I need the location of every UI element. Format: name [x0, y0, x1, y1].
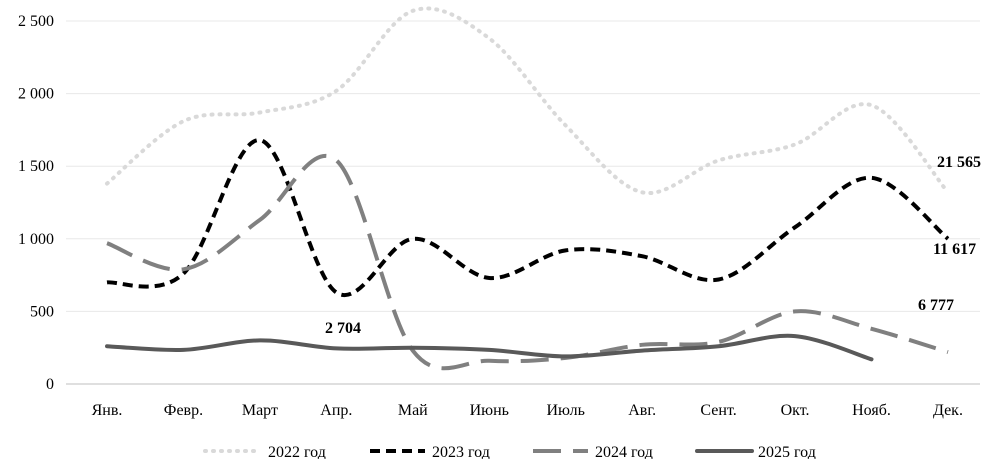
legend-label: 2023 год [432, 444, 490, 459]
y-tick-label: 2 000 [18, 86, 54, 103]
annotation-2024-total: 6 777 [918, 297, 954, 314]
x-tick-label: Окт. [781, 402, 810, 419]
series-line-2024-год [106, 153, 949, 371]
y-tick-label: 1 000 [18, 231, 54, 248]
x-tick-label: Янв. [92, 402, 123, 419]
annotation-2025-total: 2 704 [325, 320, 361, 337]
y-axis-tick-labels: 0 500 1 000 1 500 2 000 2 500 [18, 13, 54, 393]
legend-label: 2024 год [595, 444, 653, 459]
y-tick-label: 500 [30, 303, 54, 320]
legend-label: 2022 год [268, 444, 326, 459]
x-tick-label: Апр. [320, 402, 352, 419]
x-tick-label: Февр. [164, 402, 203, 419]
x-axis: Янв. Февр. Март Апр. Май Июнь Июль Авг. Сент. Окт… [66, 383, 980, 419]
x-tick-label: Нояб. [852, 402, 891, 419]
y-tick-label: 0 [46, 376, 54, 393]
series-line-2022-год [105, 6, 950, 196]
series-line-2023-год [106, 138, 950, 297]
annotation-2022-total: 21 565 [937, 154, 981, 171]
series-lines [105, 6, 950, 371]
x-tick-label: Июль [547, 402, 585, 419]
total-annotations: 21 565 11 617 6 777 2 704 [325, 154, 981, 337]
series-line-2025-год [105, 333, 874, 362]
legend: 2022 год 2023 год 2024 год 2025 год [203, 444, 816, 459]
y-tick-label: 1 500 [18, 158, 54, 175]
x-tick-label: Дек. [933, 402, 963, 419]
x-tick-label: Сент. [700, 402, 736, 419]
x-tick-label: Май [398, 402, 428, 419]
x-tick-label: Март [242, 402, 278, 419]
annotation-2023-total: 11 617 [933, 241, 976, 258]
x-tick-label: Авг. [628, 402, 656, 419]
x-tick-label: Июнь [470, 402, 509, 419]
y-tick-label: 2 500 [18, 13, 54, 30]
legend-label: 2025 год [758, 444, 816, 459]
